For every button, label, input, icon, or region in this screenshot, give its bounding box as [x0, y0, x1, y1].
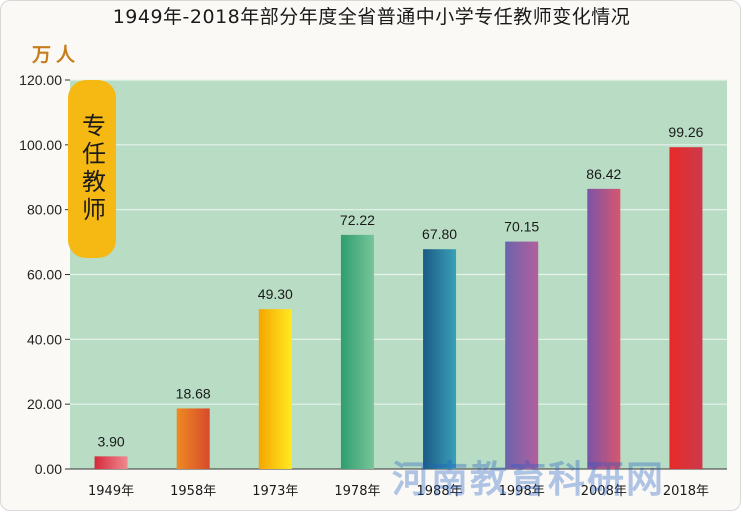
- bar-1949年: [94, 456, 128, 469]
- value-label: 99.26: [668, 124, 703, 140]
- y-tick-label: 20.00: [27, 396, 62, 412]
- x-tick-label: 2008年: [581, 484, 627, 499]
- value-label: 86.42: [586, 166, 621, 182]
- y-tick-label: 120.00: [19, 72, 62, 88]
- series-label-tag: 专任教师: [68, 80, 116, 258]
- y-tick-label: 80.00: [27, 202, 62, 218]
- value-label: 72.22: [340, 212, 375, 228]
- bar-1978年: [340, 234, 374, 469]
- y-axis-unit-label: 万人: [32, 44, 81, 66]
- bar-2008年: [587, 188, 621, 469]
- value-label: 18.68: [176, 385, 211, 401]
- bar-1998年: [505, 241, 539, 469]
- bar-2018年: [669, 147, 703, 469]
- chart-title: 1949年-2018年部分年度全省普通中小学专任教师变化情况: [112, 6, 631, 28]
- value-label: 49.30: [258, 286, 293, 302]
- x-tick-label: 1949年: [88, 484, 134, 499]
- x-axis-tick-labels: 1949年 1958年 1973年 1978年 1988年 1998年 2008年 2018年: [88, 484, 709, 499]
- bar-1958年: [176, 408, 210, 469]
- y-tick-label: 0.00: [35, 461, 62, 477]
- x-tick-label: 1973年: [252, 484, 298, 499]
- watermark: 河南教育科研网: [392, 458, 665, 501]
- series-label-text: 专任教师: [77, 113, 106, 225]
- value-label: 67.80: [422, 226, 457, 242]
- y-tick-label: 60.00: [27, 267, 62, 283]
- value-labels: 3.90 18.68 49.30 72.22 67.80 70.15 86.42 99.26: [97, 124, 703, 449]
- bars: [94, 147, 703, 469]
- value-label: 70.15: [504, 219, 539, 235]
- bar-1988年: [423, 249, 457, 469]
- x-tick-label: 1998年: [499, 484, 545, 499]
- x-tick-label: 2018年: [663, 484, 709, 499]
- y-tick-label: 100.00: [19, 137, 62, 153]
- value-label: 3.90: [97, 433, 124, 449]
- y-tick-label: 40.00: [27, 331, 62, 347]
- x-tick-label: 1978年: [334, 484, 380, 499]
- x-tick-label: 1988年: [417, 484, 463, 499]
- y-axis-tick-labels: 0.00 20.00 40.00 60.00 80.00 100.00 120.00: [19, 72, 70, 477]
- x-tick-label: 1958年: [170, 484, 216, 499]
- bar-1973年: [258, 309, 292, 469]
